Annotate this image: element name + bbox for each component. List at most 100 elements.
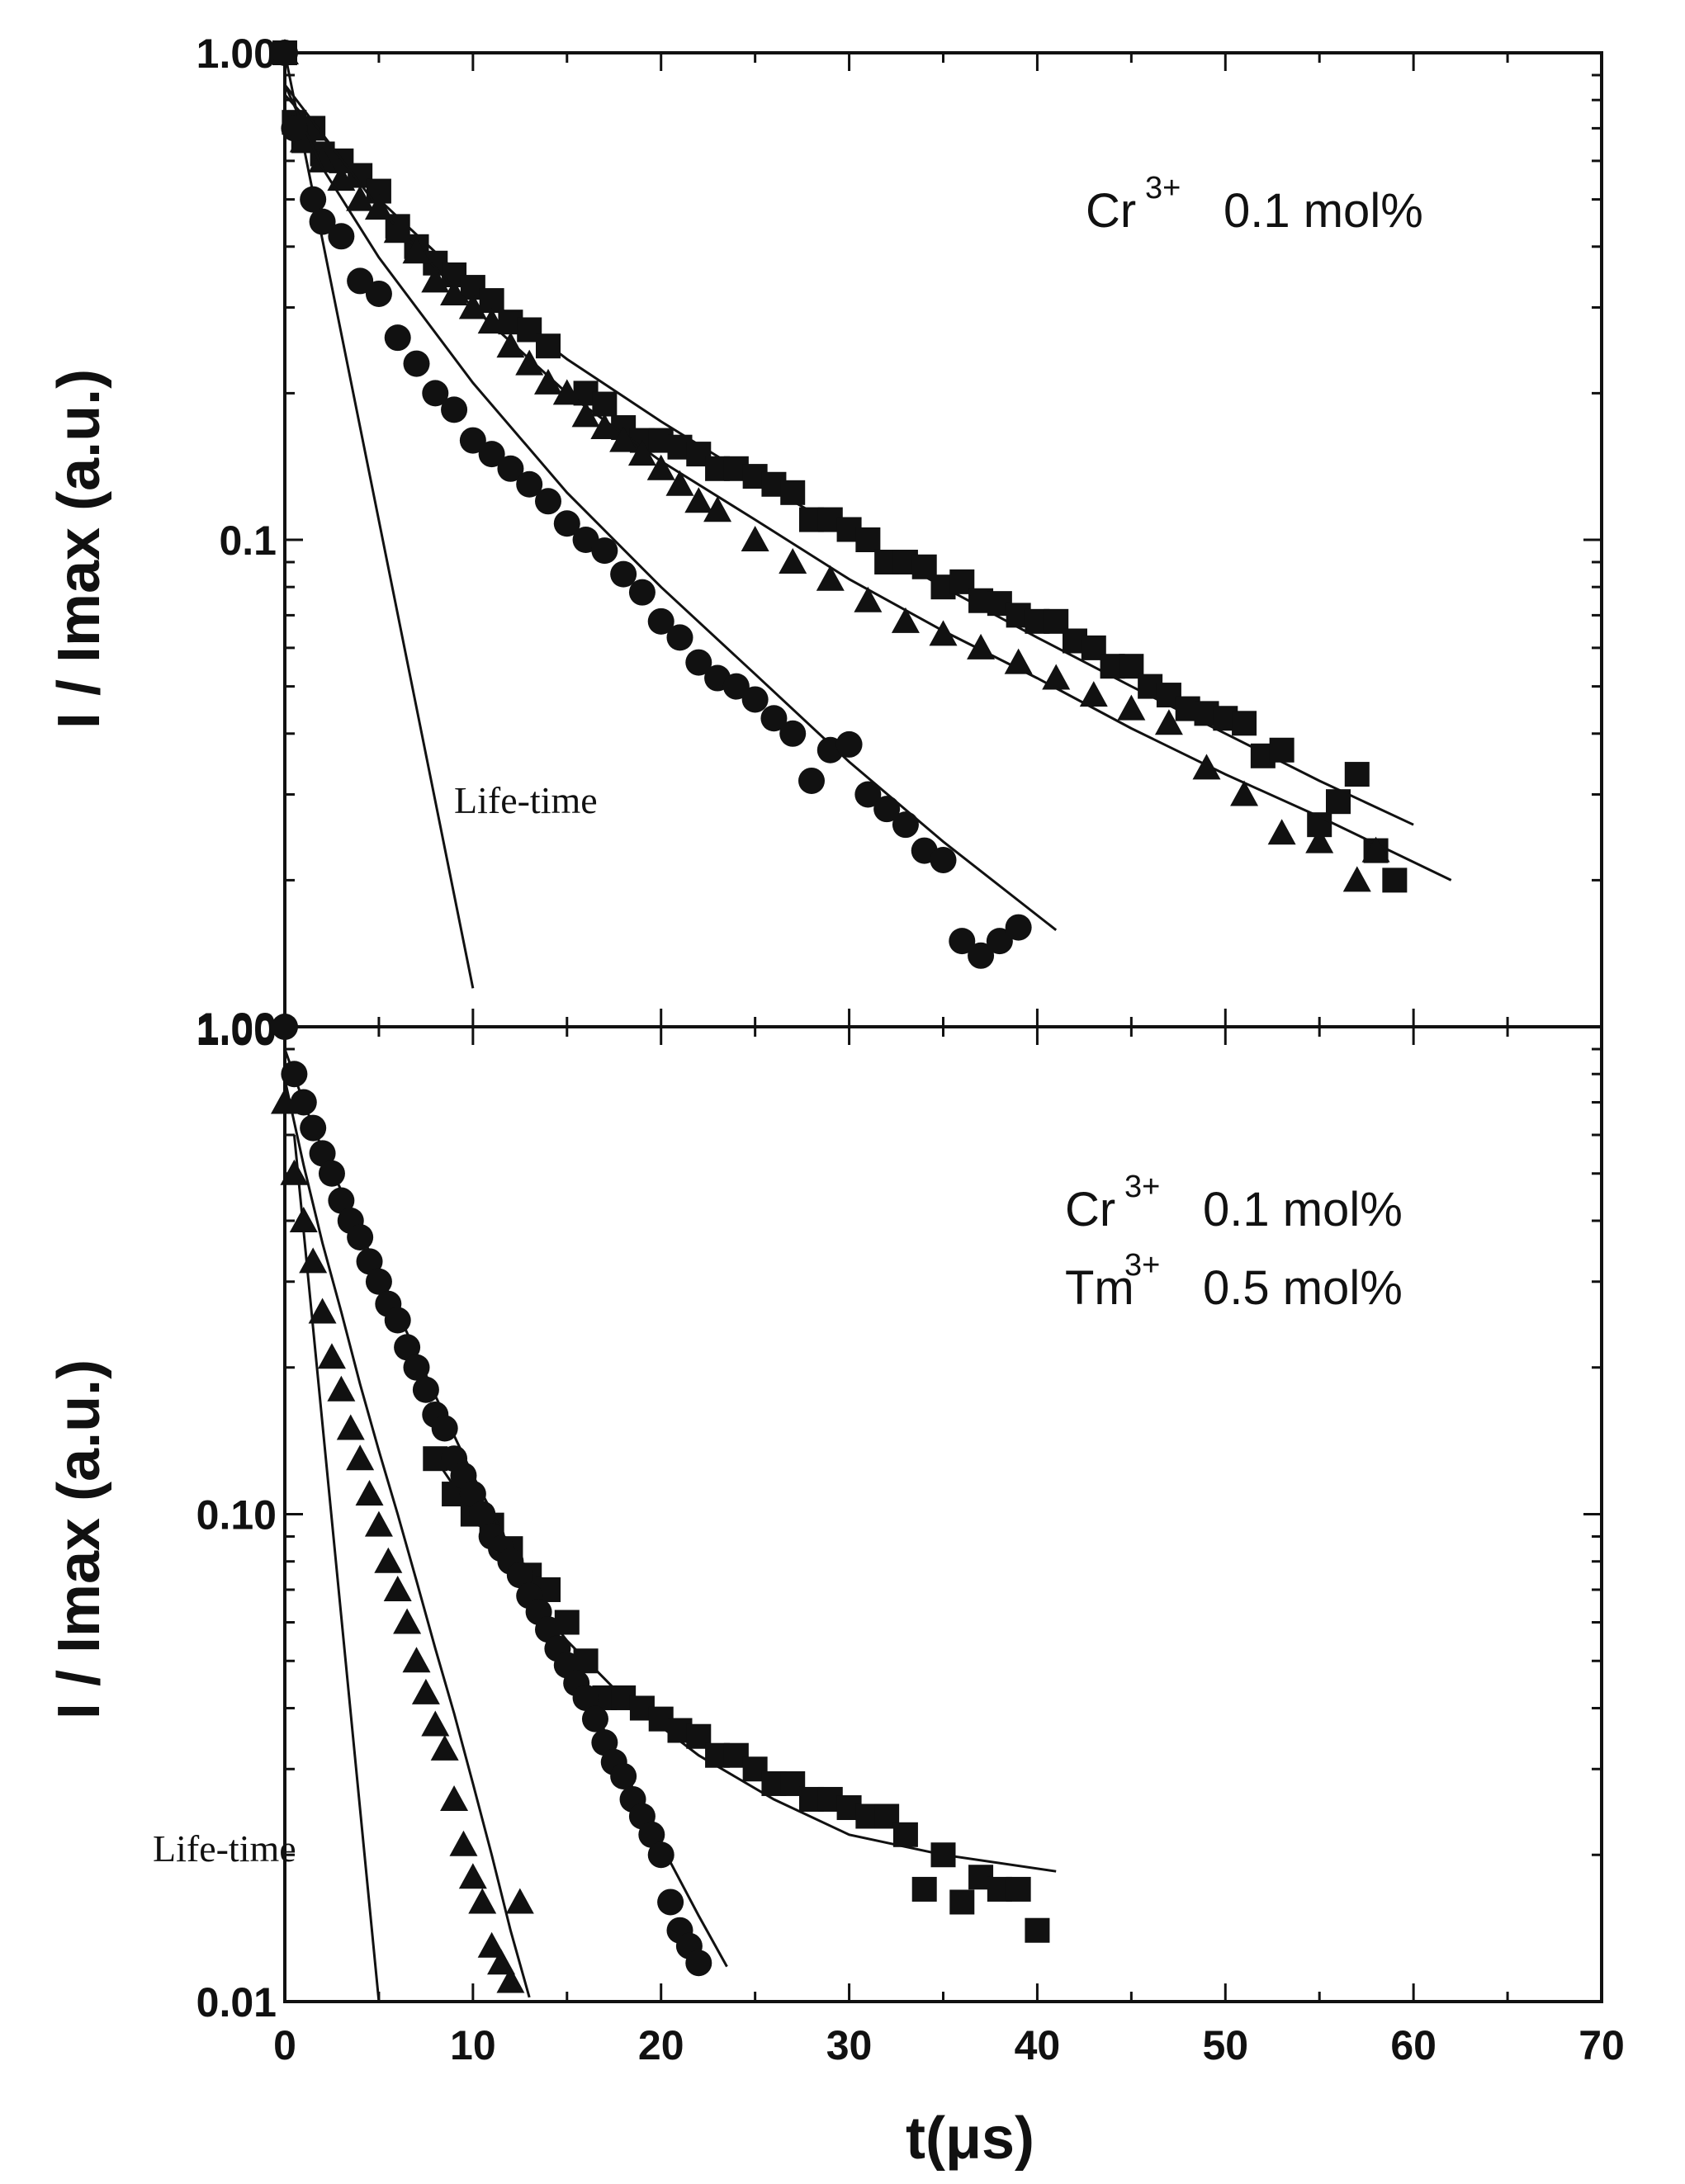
top-triangle-point	[364, 194, 393, 220]
bottom-triangle-point	[421, 1710, 450, 1737]
bottom-circle-point	[581, 1705, 608, 1733]
bottom-circle-point	[281, 1061, 308, 1088]
top-triangle-point	[402, 238, 431, 264]
top-triangle-point	[383, 217, 412, 243]
top-circle-point	[798, 767, 825, 794]
bottom-circle-point	[685, 1950, 712, 1977]
top-circles-fit-line	[283, 83, 1058, 931]
bottom-triangle-point	[336, 1414, 365, 1440]
top-circle-point	[741, 686, 769, 713]
top-triangle-point	[458, 293, 487, 319]
bottom-triangle-point	[440, 1785, 469, 1811]
top-circle-point	[516, 470, 543, 498]
bottom-circle-point	[469, 1501, 496, 1528]
top-circle-point	[328, 223, 355, 250]
bottom-triangle-point	[468, 1888, 497, 1914]
bottom-circle-point	[591, 1729, 618, 1756]
lifetime-label: Life-time	[454, 779, 598, 821]
top-triangle-point	[929, 620, 958, 646]
top-triangle-point	[1042, 664, 1071, 690]
y-tick-label: 0.10	[196, 1492, 277, 1539]
bottom-triangle-point	[280, 1159, 309, 1185]
bottom-circle-point	[647, 1841, 674, 1869]
bottom-square-point	[892, 1822, 918, 1847]
bottom-circle-point	[328, 1187, 355, 1214]
bottom-square-point	[911, 1876, 937, 1902]
bottom-triangle-point	[496, 1967, 525, 1993]
top-circle-point	[309, 208, 336, 235]
top-triangle-point	[1154, 709, 1183, 735]
y-tick-label: 0.01	[196, 1979, 277, 2026]
top-circle-point	[300, 186, 327, 213]
top-triangle-point	[1230, 780, 1259, 806]
bottom-circle-point	[506, 1562, 533, 1589]
bottom-triangle-point	[374, 1547, 403, 1573]
top-triangle-point	[1361, 836, 1390, 863]
top-circle-point	[281, 115, 308, 142]
annotation-amount: 0.1 mol%	[1203, 1183, 1403, 1236]
bottom-triangle-point	[317, 1343, 346, 1369]
bottom-circle-point	[290, 1089, 317, 1116]
top-triangle-point	[703, 496, 732, 522]
top-triangle-point	[1079, 681, 1108, 707]
top-circle-point	[403, 350, 430, 377]
annotation-amount: 0.1 mol%	[1224, 184, 1423, 238]
top-square-point	[1326, 789, 1351, 815]
top-triangle-point	[1192, 754, 1221, 780]
bottom-circle-point	[309, 1140, 336, 1167]
top-triangle-point	[515, 349, 544, 376]
top-triangle-point	[779, 547, 807, 574]
top-circle-point	[384, 324, 411, 352]
bottom-circle-point	[365, 1268, 392, 1295]
top-triangle-point	[289, 126, 318, 153]
top-triangle-point	[891, 607, 920, 633]
top-square-point	[855, 527, 881, 552]
annotation-line: Cr 3+ 0.1 mol%	[1065, 1170, 1403, 1236]
bottom-squares-fit-line	[434, 1458, 1057, 1873]
bottom-triangle-point	[327, 1375, 356, 1402]
bottom-circle-point	[394, 1334, 421, 1361]
top-square-point	[1269, 737, 1295, 763]
bottom-circle-point	[412, 1376, 439, 1403]
top-circle-point	[666, 624, 693, 651]
bottom-triangle-point	[393, 1608, 422, 1634]
top-triangle-point	[590, 414, 619, 440]
top-circle-point	[610, 560, 637, 588]
bottom-circle-point	[300, 1114, 327, 1142]
top-triangle-point	[346, 185, 375, 211]
bottom-circle-point	[272, 1014, 298, 1040]
top-triangle-point	[741, 526, 769, 551]
y-tick-label: 1.00	[196, 31, 277, 77]
y-tick-label: 1.00	[196, 1005, 277, 1051]
top-circle-point	[986, 928, 1013, 955]
annotation-charge: 3+	[1145, 171, 1181, 206]
top-triangle-point	[1267, 819, 1296, 845]
bottom-circle-point	[657, 1889, 684, 1916]
top-circle-point	[553, 510, 580, 537]
x-tick-label: 30	[826, 2022, 873, 2068]
top-triangle-point	[665, 470, 694, 496]
top-triangle-point	[1342, 866, 1371, 892]
top-triangle-point	[1117, 694, 1146, 721]
top-triangle-point	[1004, 648, 1033, 674]
top-circle-point	[968, 942, 995, 969]
top-panel: 1.00 0.1 1.00 Life-time Cr 3+ 0.1 mol%	[196, 31, 1603, 1054]
top-triangle-point	[571, 401, 600, 428]
bottom-triangle-point	[411, 1678, 440, 1704]
bottom-square-point	[1025, 1917, 1050, 1943]
top-circle-point	[760, 705, 788, 732]
top-circle-point	[722, 673, 750, 700]
annotation-charge: 3+	[1124, 1170, 1160, 1204]
y-tick-label: 0.1	[219, 518, 277, 564]
top-circle-point	[497, 455, 524, 482]
top-triangle-point	[684, 487, 713, 513]
annotation-amount: 0.5 mol%	[1203, 1261, 1403, 1315]
bottom-triangle-point	[308, 1298, 337, 1324]
top-circle-point	[628, 579, 656, 606]
bottom-circle-point	[431, 1415, 458, 1442]
top-circle-point	[441, 396, 468, 423]
top-square-point	[780, 480, 806, 505]
top-triangle-point	[967, 633, 996, 659]
bottom-circle-point	[403, 1354, 430, 1381]
